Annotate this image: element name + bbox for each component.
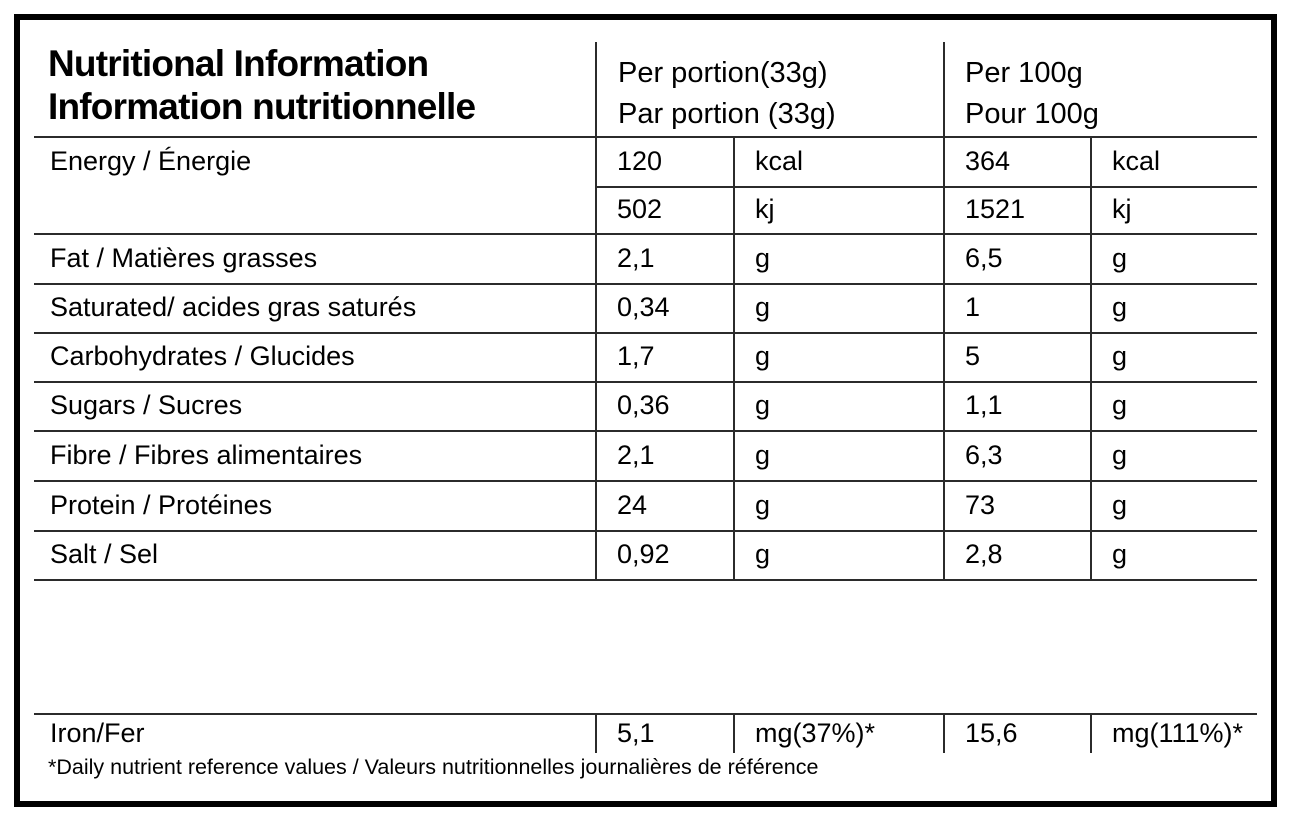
per100-unit: g [1112,490,1128,520]
row-label: Iron/Fer [50,718,145,748]
portion-value: 120 [617,146,663,176]
portion-unit: g [755,440,771,470]
portion-value: 24 [617,490,648,520]
per100-unit: kcal [1112,146,1161,176]
portion-value: 0,36 [617,390,670,420]
per100-value: 6,3 [965,440,1003,470]
rule-row-divider [34,332,1257,334]
portion-unit: g [755,292,771,322]
per100-value: 73 [965,490,996,520]
portion-unit: g [755,390,771,420]
portion-value: 5,1 [617,718,655,748]
per100-unit: g [1112,243,1128,273]
rule-col-portion-unit [733,136,735,579]
table-row: Carbohydrates / Glucides 1,7 g 5 g [20,332,1271,381]
per100-value: 1521 [965,194,1026,224]
rule-row-divider [34,430,1257,432]
table-row: Protein / Protéines 24 g 73 g [20,480,1271,530]
column-header-per-100g-fr: Pour 100g [965,98,1099,130]
portion-unit: g [755,539,771,569]
per100-value: 364 [965,146,1011,176]
per100-value: 1 [965,292,981,322]
portion-value: 0,92 [617,539,670,569]
rule-iron-col [733,713,735,753]
portion-unit: kcal [755,146,804,176]
rule-energy-subrow [595,186,1257,188]
portion-unit: g [755,243,771,273]
portion-unit: g [755,341,771,371]
rule-row-divider [34,283,1257,285]
table-row: Fibre / Fibres alimentaires 2,1 g 6,3 g [20,430,1271,480]
portion-value: 1,7 [617,341,655,371]
per100-value: 1,1 [965,390,1003,420]
portion-unit: kj [755,194,775,224]
per100-value: 15,6 [965,718,1018,748]
table-row: Sugars / Sucres 0,36 g 1,1 g [20,381,1271,430]
rule-iron-col [943,713,945,753]
row-label: Protein / Protéines [50,490,273,520]
rule-col-per100-unit [1090,136,1092,579]
table-row: Saturated/ acides gras saturés 0,34 g 1 … [20,283,1271,332]
portion-unit: mg(37%)* [755,718,876,748]
rule-iron-top [34,713,1257,715]
portion-value: 502 [617,194,663,224]
rule-row-divider [34,480,1257,482]
table-row: Fat / Matières grasses 2,1 g 6,5 g [20,233,1271,283]
column-header-per-100g: Per 100g Pour 100g [965,53,1099,135]
table-row: Salt / Sel 0,92 g 2,8 g [20,530,1271,579]
row-label: Sugars / Sucres [50,390,243,420]
per100-value: 2,8 [965,539,1003,569]
portion-value: 0,34 [617,292,670,322]
nutrition-label: Nutritional Information Information nutr… [14,14,1277,807]
row-label: Carbohydrates / Glucides [50,341,355,371]
per100-unit: g [1112,440,1128,470]
rule-salt-bottom [34,579,1257,581]
table-title: Nutritional Information Information nutr… [48,42,476,128]
per100-value: 6,5 [965,243,1003,273]
portion-unit: g [755,490,771,520]
row-label: Saturated/ acides gras saturés [50,292,417,322]
per100-value: 5 [965,341,981,371]
row-label: Fat / Matières grasses [50,243,318,273]
table-title-en: Nutritional Information [48,43,429,84]
rule-col-per100-start [943,42,945,579]
per100-unit: kj [1112,194,1132,224]
column-header-per-100g-en: Per 100g [965,57,1083,89]
table-row: Iron/Fer 5,1 mg(37%)* 15,6 mg(111%)* [20,713,1271,753]
column-header-per-portion-en: Per portion(33g) [618,57,828,89]
portion-value: 2,1 [617,440,655,470]
per100-unit: g [1112,341,1128,371]
row-label: Energy / Énergie [50,146,252,176]
column-header-per-portion: Per portion(33g) Par portion (33g) [618,53,836,135]
table-title-fr: Information nutritionnelle [48,86,476,127]
per100-unit: g [1112,539,1128,569]
rule-col-label-end [595,42,597,579]
table-row: 502 kj 1521 kj [20,186,1271,233]
rule-row-divider [34,233,1257,235]
rule-iron-col [595,713,597,753]
per100-unit: g [1112,390,1128,420]
table-row: Energy / Énergie 120 kcal 364 kcal [20,136,1271,186]
per100-unit: mg(111%)* [1112,718,1244,748]
rule-row-divider [34,530,1257,532]
row-label: Salt / Sel [50,539,159,569]
per100-unit: g [1112,292,1128,322]
portion-value: 2,1 [617,243,655,273]
rule-iron-col [1090,713,1092,753]
column-header-per-portion-fr: Par portion (33g) [618,98,836,130]
daily-reference-footnote: *Daily nutrient reference values / Valeu… [48,755,819,779]
rule-row-divider [34,381,1257,383]
rule-header-bottom [34,136,1257,138]
row-label: Fibre / Fibres alimentaires [50,440,363,470]
